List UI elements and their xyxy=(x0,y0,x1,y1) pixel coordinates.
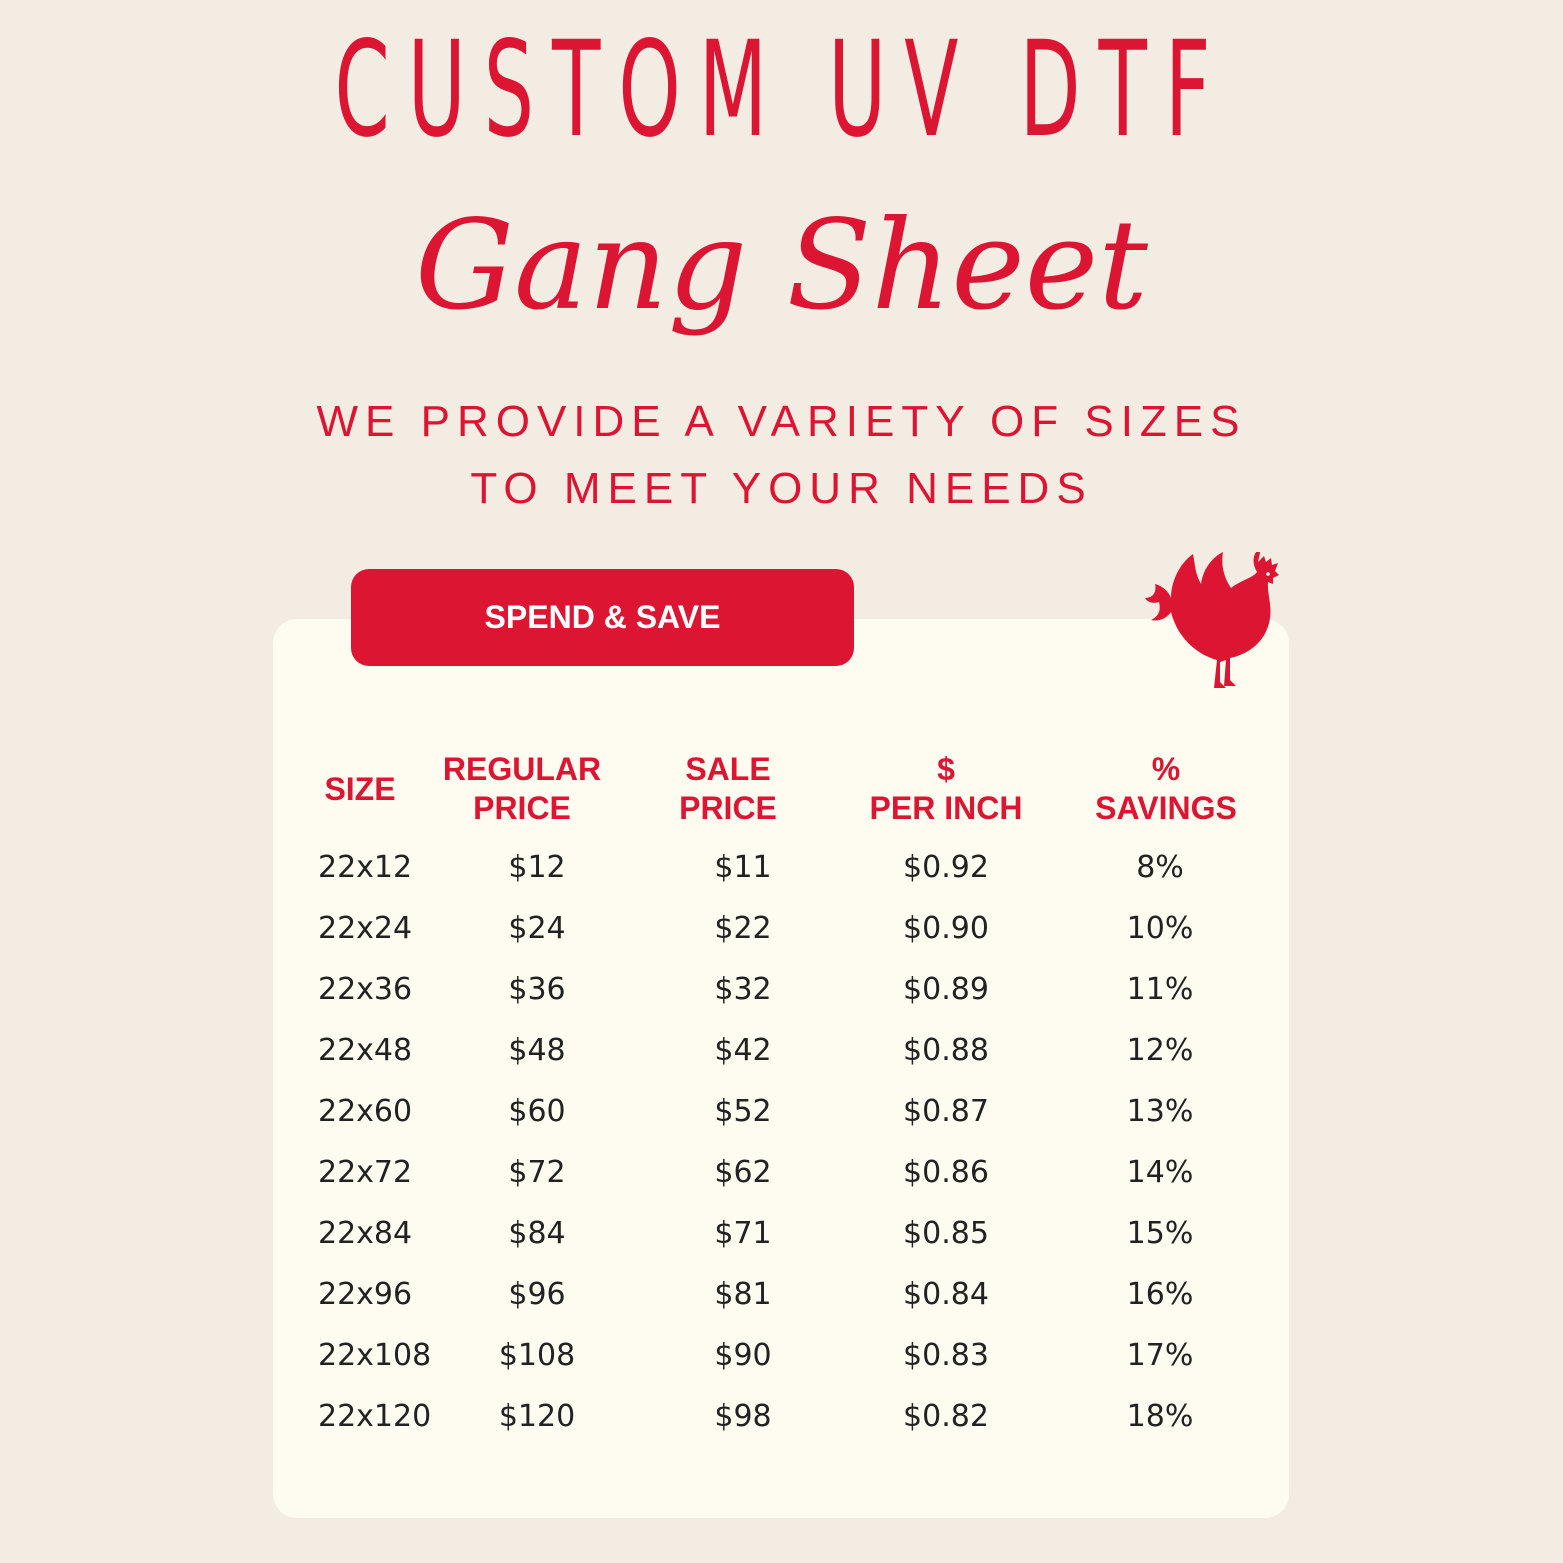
cell-savings: 13% xyxy=(1126,1094,1194,1129)
cell-per-inch: $0.85 xyxy=(903,1216,989,1251)
cell-per-inch: $0.84 xyxy=(903,1277,989,1312)
header-text: SALE xyxy=(685,751,771,787)
cell-regular-price: $96 xyxy=(508,1277,566,1312)
header-regular-price: REGULAR PRICE xyxy=(427,750,617,828)
cell-regular-price: $108 xyxy=(498,1338,576,1373)
cell-savings: 18% xyxy=(1126,1399,1194,1434)
cell-size: 22x48 xyxy=(318,1033,413,1068)
cell-per-inch: $0.89 xyxy=(903,972,989,1007)
subtitle-line-2: TO MEET YOUR NEEDS xyxy=(470,464,1093,513)
cell-sale-price: $81 xyxy=(714,1277,772,1312)
cell-size: 22x12 xyxy=(318,850,413,885)
header-text: SAVINGS xyxy=(1095,790,1237,826)
subtitle-line-1: WE PROVIDE A VARIETY OF SIZES xyxy=(316,397,1247,446)
cell-regular-price: $72 xyxy=(508,1155,566,1190)
cell-sale-price: $98 xyxy=(714,1399,772,1434)
cell-regular-price: $84 xyxy=(508,1216,566,1251)
cell-sale-price: $52 xyxy=(714,1094,772,1129)
cell-size: 22x84 xyxy=(318,1216,413,1251)
script-title: Gang Sheet xyxy=(414,194,1149,338)
cell-size: 22x96 xyxy=(318,1277,413,1312)
cell-regular-price: $120 xyxy=(498,1399,576,1434)
cell-per-inch: $0.88 xyxy=(903,1033,989,1068)
cell-per-inch: $0.87 xyxy=(903,1094,989,1129)
page-title: CUSTOM UV DTF xyxy=(334,13,1229,167)
cell-size: 22x108 xyxy=(318,1338,432,1373)
header-per-inch: $ PER INCH xyxy=(846,750,1046,828)
cell-savings: 17% xyxy=(1126,1338,1194,1373)
cell-per-inch: $0.82 xyxy=(903,1399,989,1434)
cell-per-inch: $0.92 xyxy=(903,850,989,885)
header-text: PRICE xyxy=(679,790,777,826)
cell-savings: 16% xyxy=(1126,1277,1194,1312)
cell-sale-price: $71 xyxy=(714,1216,772,1251)
header-text: $ xyxy=(937,751,955,787)
cell-sale-price: $42 xyxy=(714,1033,772,1068)
header-text: PRICE xyxy=(473,790,571,826)
cell-sale-price: $22 xyxy=(714,911,772,946)
cell-size: 22x24 xyxy=(318,911,413,946)
cell-sale-price: $32 xyxy=(714,972,772,1007)
spend-save-badge: SPEND & SAVE xyxy=(351,569,854,666)
cell-sale-price: $90 xyxy=(714,1338,772,1373)
cell-size: 22x60 xyxy=(318,1094,413,1129)
cell-regular-price: $12 xyxy=(508,850,566,885)
price-card xyxy=(273,619,1289,1518)
cell-regular-price: $60 xyxy=(508,1094,566,1129)
header-text: PER INCH xyxy=(869,790,1023,826)
header-sale-price: SALE PRICE xyxy=(653,750,803,828)
cell-regular-price: $48 xyxy=(508,1033,566,1068)
cell-per-inch: $0.83 xyxy=(903,1338,989,1373)
cell-size: 22x72 xyxy=(318,1155,413,1190)
cell-size: 22x120 xyxy=(318,1399,432,1434)
cell-savings: 11% xyxy=(1126,972,1194,1007)
cell-savings: 14% xyxy=(1126,1155,1194,1190)
cell-per-inch: $0.90 xyxy=(903,911,989,946)
cell-size: 22x36 xyxy=(318,972,413,1007)
cell-sale-price: $62 xyxy=(714,1155,772,1190)
cell-regular-price: $36 xyxy=(508,972,566,1007)
cell-savings: 8% xyxy=(1136,850,1184,885)
cell-savings: 15% xyxy=(1126,1216,1194,1251)
cell-per-inch: $0.86 xyxy=(903,1155,989,1190)
cell-sale-price: $11 xyxy=(714,850,772,885)
cell-regular-price: $24 xyxy=(508,911,566,946)
header-text: REGULAR xyxy=(442,751,602,787)
cell-savings: 10% xyxy=(1126,911,1194,946)
header-savings: % SAVINGS xyxy=(1066,750,1266,828)
header-text: % xyxy=(1151,751,1181,787)
header-size: SIZE xyxy=(324,771,396,807)
cell-savings: 12% xyxy=(1126,1033,1194,1068)
rooster-icon xyxy=(1145,552,1279,688)
